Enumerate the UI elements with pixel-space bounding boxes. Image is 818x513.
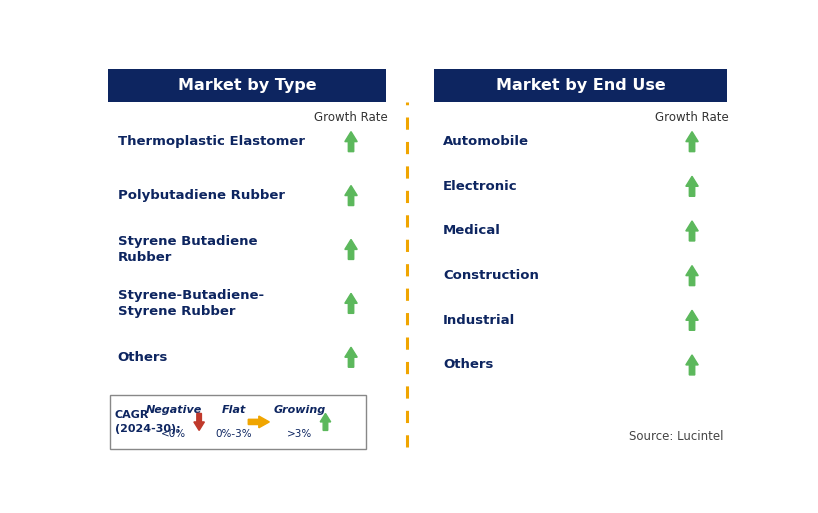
Polygon shape [685, 355, 699, 375]
Polygon shape [248, 416, 269, 428]
Polygon shape [685, 266, 699, 286]
Polygon shape [345, 186, 357, 206]
Text: 0%-3%: 0%-3% [216, 429, 252, 439]
Text: Growth Rate: Growth Rate [314, 110, 388, 124]
Text: >3%: >3% [287, 429, 312, 439]
Text: Electronic: Electronic [443, 180, 518, 193]
Text: Negative: Negative [146, 405, 202, 415]
Text: Automobile: Automobile [443, 135, 529, 148]
Text: Styrene-Butadiene-
Styrene Rubber: Styrene-Butadiene- Styrene Rubber [118, 289, 264, 318]
Text: Growth Rate: Growth Rate [655, 110, 729, 124]
Text: Others: Others [443, 359, 493, 371]
FancyBboxPatch shape [110, 395, 366, 449]
Polygon shape [685, 221, 699, 241]
Text: Construction: Construction [443, 269, 539, 282]
Text: Source: Lucintel: Source: Lucintel [628, 430, 723, 443]
Text: Others: Others [118, 351, 169, 364]
Text: Market by Type: Market by Type [178, 78, 317, 93]
Polygon shape [345, 240, 357, 260]
Text: <0%: <0% [161, 429, 187, 439]
Polygon shape [345, 293, 357, 313]
Polygon shape [194, 413, 204, 430]
Text: Growing: Growing [274, 405, 326, 415]
Text: Thermoplastic Elastomer: Thermoplastic Elastomer [118, 135, 305, 148]
Text: Flat: Flat [222, 405, 246, 415]
Bar [434, 69, 727, 102]
Polygon shape [345, 347, 357, 367]
Text: Market by End Use: Market by End Use [496, 78, 665, 93]
Polygon shape [685, 176, 699, 196]
Text: CAGR
(2024-30):: CAGR (2024-30): [115, 410, 180, 433]
Text: Polybutadiene Rubber: Polybutadiene Rubber [118, 189, 285, 202]
Text: Medical: Medical [443, 225, 501, 238]
Polygon shape [685, 132, 699, 152]
Text: Styrene Butadiene
Rubber: Styrene Butadiene Rubber [118, 235, 257, 264]
Polygon shape [685, 310, 699, 330]
Polygon shape [345, 132, 357, 152]
Bar [109, 69, 386, 102]
Polygon shape [320, 413, 330, 430]
Text: Industrial: Industrial [443, 314, 515, 327]
